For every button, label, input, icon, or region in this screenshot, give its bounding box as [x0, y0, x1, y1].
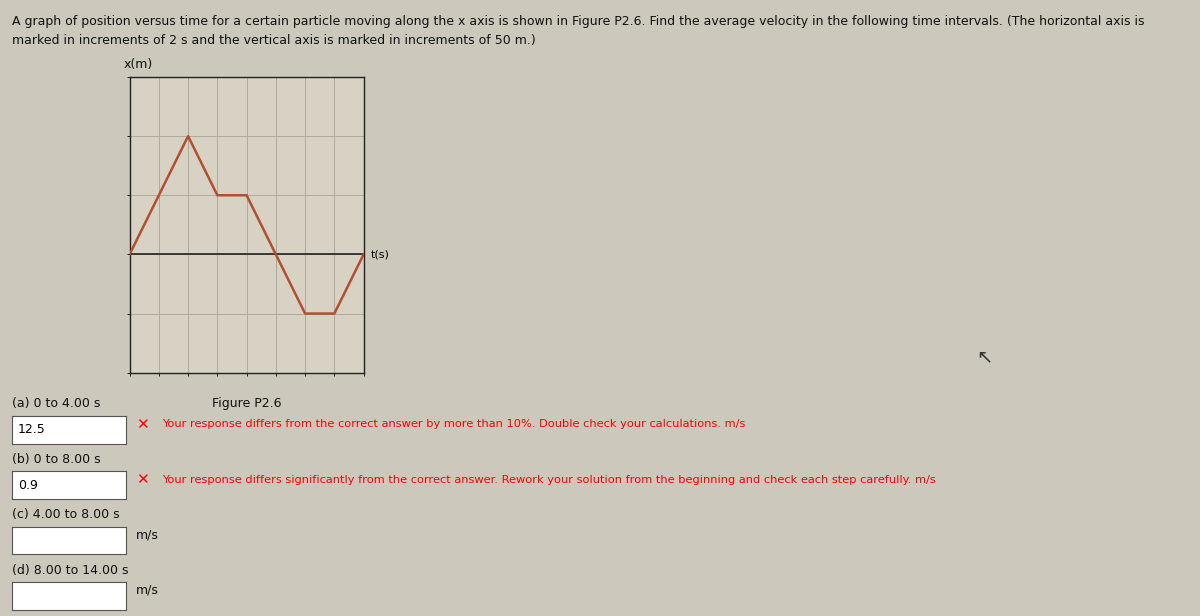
Text: A graph of position versus time for a certain particle moving along the x axis i: A graph of position versus time for a ce…: [12, 15, 1145, 28]
Text: 0.9: 0.9: [18, 479, 37, 492]
Text: (d) 8.00 to 14.00 s: (d) 8.00 to 14.00 s: [12, 564, 128, 577]
Text: (b) 0 to 8.00 s: (b) 0 to 8.00 s: [12, 453, 101, 466]
Text: (a) 0 to 4.00 s: (a) 0 to 4.00 s: [12, 397, 101, 410]
Text: marked in increments of 2 s and the vertical axis is marked in increments of 50 : marked in increments of 2 s and the vert…: [12, 34, 535, 47]
Text: ↖: ↖: [976, 348, 992, 367]
Text: ✕: ✕: [136, 472, 149, 487]
Text: Your response differs significantly from the correct answer. Rework your solutio: Your response differs significantly from…: [162, 474, 936, 485]
Text: t(s): t(s): [371, 249, 390, 259]
Text: m/s: m/s: [136, 529, 158, 541]
Text: ✕: ✕: [136, 416, 149, 432]
Text: m/s: m/s: [136, 584, 158, 597]
Text: (c) 4.00 to 8.00 s: (c) 4.00 to 8.00 s: [12, 508, 120, 521]
Text: 12.5: 12.5: [18, 423, 46, 436]
Text: x(m): x(m): [124, 58, 152, 71]
Text: Your response differs from the correct answer by more than 10%. Double check you: Your response differs from the correct a…: [162, 419, 745, 429]
Text: Figure P2.6: Figure P2.6: [211, 397, 281, 410]
